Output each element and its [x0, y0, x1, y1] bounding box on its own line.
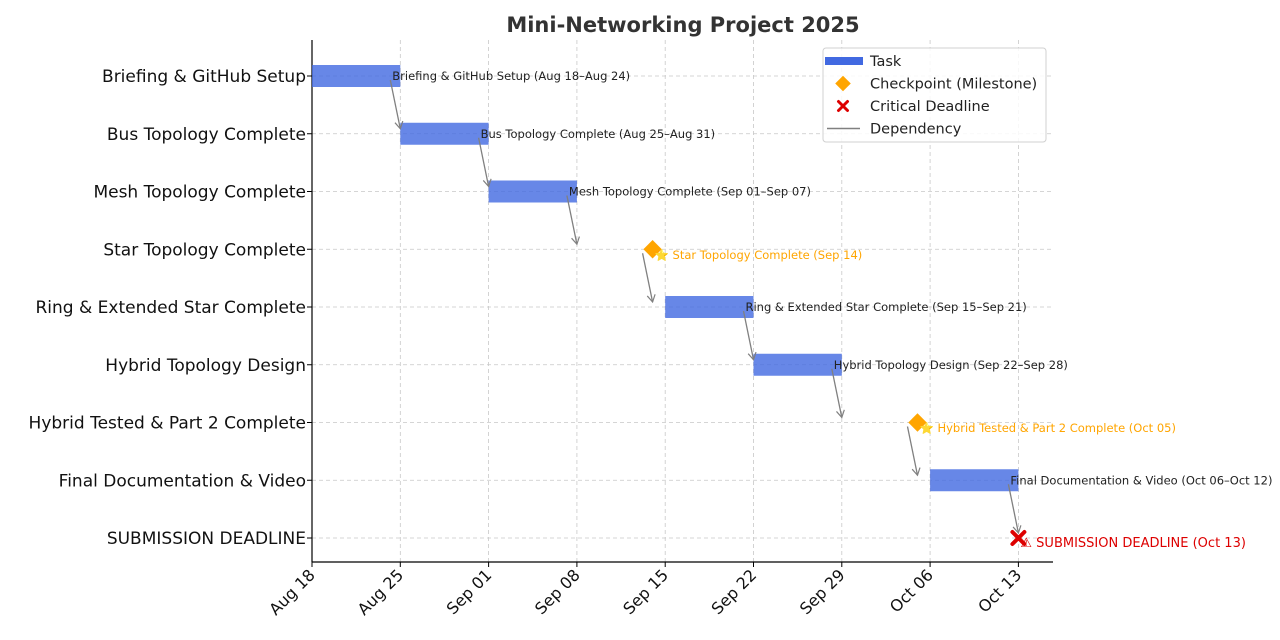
- y-tick-label: Star Topology Complete: [103, 240, 306, 260]
- deadline-marker-submission-deadline: [1010, 530, 1027, 546]
- x-tick-label: Oct 13: [974, 565, 1025, 616]
- x-tick-label: Sep 15: [619, 565, 672, 618]
- dependency-arrow: [477, 137, 492, 188]
- legend-box: [822, 47, 1047, 143]
- legend: Task Checkpoint (Milestone) Critical Deadl…: [822, 47, 1047, 143]
- legend-deadline-swatch: [837, 100, 849, 112]
- axes: [307, 40, 1053, 567]
- x-tick-label: Sep 01: [443, 565, 496, 618]
- legend-label-task: Task: [869, 54, 902, 70]
- x-tick-label: Sep 22: [708, 565, 761, 618]
- task-bar-briefing-github-setup: [312, 65, 401, 87]
- x-tick-label: Sep 29: [796, 565, 849, 618]
- task-bar-final-documentation-video: [930, 469, 1019, 492]
- task-bars: [312, 65, 1019, 492]
- task-bar-hybrid-topology-design: [753, 353, 842, 376]
- milestone-markers: [643, 240, 1027, 546]
- y-tick-label: Briefing & GitHub Setup: [102, 67, 306, 87]
- x-tick-label: Aug 25: [354, 565, 408, 619]
- dependency-arrow: [1007, 484, 1022, 535]
- task-label-ring-extended-star-complete: Ring & Extended Star Complete (Sep 15–Se…: [746, 300, 1027, 314]
- y-tick-label: Final Documentation & Video: [59, 471, 306, 491]
- task-bar-ring-extended-star-complete: [665, 296, 754, 318]
- y-tick-labels: Briefing & GitHub Setup Bus Topology Comp…: [29, 67, 306, 549]
- dependency-arrow: [831, 368, 845, 419]
- task-bar-mesh-topology-complete: [488, 180, 577, 203]
- milestone-label-hybrid-tested-part-2-complete: ⭐ Hybrid Tested & Part 2 Complete (Oct 0…: [919, 421, 1175, 435]
- y-tick-label: SUBMISSION DEADLINE: [107, 529, 306, 549]
- x-tick-label: Oct 06: [886, 565, 937, 616]
- milestone-label-star-topology-complete: ⭐ Star Topology Complete (Sep 14): [655, 248, 863, 262]
- x-tick-label: Sep 08: [531, 565, 584, 618]
- dependency-arrow: [566, 195, 580, 246]
- milestone-marker-star-topology-complete: [643, 240, 662, 259]
- y-tick-label: Mesh Topology Complete: [93, 183, 306, 203]
- task-label-final-documentation-video: Final Documentation & Video (Oct 06–Oct …: [1010, 473, 1272, 487]
- task-label-mesh-topology-complete: Mesh Topology Complete (Sep 01–Sep 07): [569, 185, 811, 199]
- bar-labels: Briefing & GitHub Setup (Aug 18–Aug 24) B…: [392, 69, 1272, 551]
- dependency-arrows: [389, 79, 1022, 535]
- task-label-briefing-github-setup: Briefing & GitHub Setup (Aug 18–Aug 24): [392, 69, 630, 83]
- task-label-bus-topology-complete: Bus Topology Complete (Aug 25–Aug 31): [481, 127, 716, 141]
- y-tick-label: Ring & Extended Star Complete: [35, 298, 306, 318]
- y-tick-label: Hybrid Tested & Part 2 Complete: [29, 414, 306, 434]
- legend-label-milestone: Checkpoint (Milestone): [870, 77, 1037, 93]
- x-tick-labels: Aug 18 Aug 25 Sep 01 Sep 08 Sep 15 Sep 22 Sep …: [265, 565, 1025, 619]
- task-bar-bus-topology-complete: [400, 122, 489, 145]
- milestone-marker-hybrid-tested-part-2-complete: [908, 413, 927, 432]
- y-tick-label: Bus Topology Complete: [107, 125, 306, 145]
- x-tick-label: Aug 18: [265, 565, 319, 619]
- dependency-arrow: [641, 253, 656, 304]
- deadline-label-submission-deadline: ⚠ SUBMISSION DEADLINE (Oct 13): [1020, 536, 1246, 551]
- legend-label-deadline: Critical Deadline: [870, 99, 990, 115]
- task-label-hybrid-topology-design: Hybrid Topology Design (Sep 22–Sep 28): [834, 358, 1068, 372]
- legend-label-dependency: Dependency: [870, 122, 962, 138]
- chart-title: Mini-Networking Project 2025: [506, 13, 859, 37]
- legend-task-swatch: [825, 57, 863, 65]
- dependency-arrow: [742, 310, 757, 361]
- y-tick-label: Hybrid Topology Design: [105, 356, 306, 376]
- dependency-arrow: [389, 79, 404, 130]
- dependency-arrow: [906, 426, 921, 477]
